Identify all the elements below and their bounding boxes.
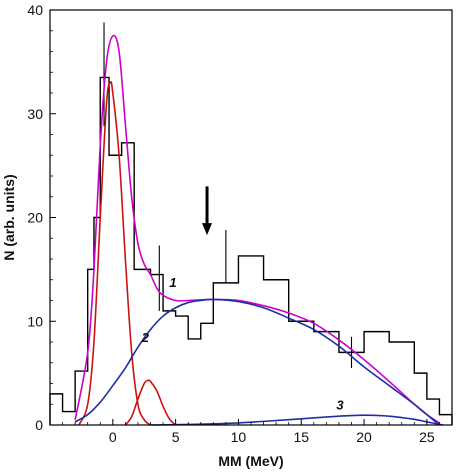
curve-label-1: 1 (169, 275, 176, 290)
x-tick-label: 10 (231, 429, 247, 445)
x-tick-label: 20 (356, 429, 372, 445)
x-tick-label: 0 (109, 429, 117, 445)
x-tick-label: 15 (293, 429, 309, 445)
y-tick-label: 0 (35, 417, 43, 433)
plot-frame (49, 9, 453, 426)
x-tick-label: 5 (172, 429, 180, 445)
x-tick-label: 25 (419, 429, 435, 445)
histogram-data (49, 76, 453, 425)
curve-label-2: 2 (141, 330, 150, 345)
y-tick-label: 40 (27, 2, 43, 18)
curve-label-3: 3 (336, 397, 344, 412)
plot-layer: 1 2 3 (49, 22, 453, 426)
y-axis-label: N (arb. units) (1, 174, 17, 260)
y-tick-label: 30 (27, 106, 43, 122)
y-tick-label: 10 (27, 313, 43, 329)
y-tick-label: 20 (27, 210, 43, 226)
fit-curve-5 (150, 414, 444, 426)
arrow-head (202, 223, 213, 236)
x-axis-label: MM (MeV) (218, 453, 283, 469)
fit-curve-3 (124, 379, 177, 426)
axis-ticks: 0 5 10 15 20 25 0 10 20 30 40 (27, 2, 453, 445)
fit-curve-1 (74, 34, 440, 424)
fit-curve-4 (74, 298, 440, 426)
